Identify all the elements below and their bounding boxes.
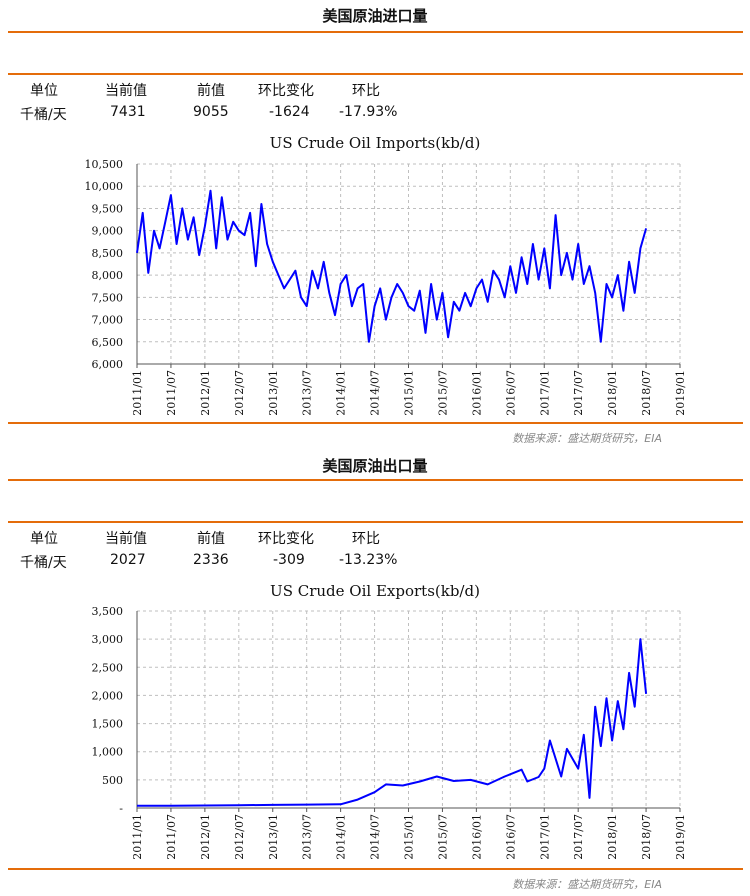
y-tick-label: 3,000 bbox=[92, 633, 124, 646]
y-tick-label: 7,500 bbox=[92, 291, 124, 304]
x-tick-label: 2014/01 bbox=[335, 370, 348, 416]
x-tick-label: 2019/01 bbox=[674, 814, 687, 860]
header-change: 环比变化 bbox=[258, 531, 314, 547]
value-previous: 9055 bbox=[193, 104, 229, 120]
header-current: 当前值 bbox=[105, 83, 147, 99]
exports-chart-title: US Crude Oil Exports(kb/d) bbox=[270, 582, 480, 600]
divider bbox=[8, 521, 743, 523]
y-tick-label: 7,000 bbox=[92, 314, 124, 327]
y-tick-label: 2,500 bbox=[92, 661, 124, 674]
y-tick-label: 10,500 bbox=[85, 158, 124, 171]
x-tick-label: 2013/07 bbox=[301, 814, 314, 860]
imports-source-note: 数据来源：盛达期货研究，EIA bbox=[512, 432, 662, 445]
y-tick-label: 9,500 bbox=[92, 202, 124, 215]
value-change: -1624 bbox=[269, 104, 310, 120]
y-tick-label: 8,000 bbox=[92, 269, 124, 282]
value-change: -309 bbox=[273, 552, 305, 568]
exports-source-note: 数据来源：盛达期货研究，EIA bbox=[512, 878, 662, 891]
exports-stat-header-row: 单位 当前值 前值 环比变化 环比 bbox=[0, 528, 750, 548]
series-line bbox=[136, 189, 648, 343]
header-unit: 单位 bbox=[30, 83, 58, 99]
x-tick-label: 2018/01 bbox=[606, 370, 619, 416]
imports-chart-title: US Crude Oil Imports(kb/d) bbox=[269, 134, 481, 152]
header-change-pct: 环比 bbox=[352, 83, 380, 99]
y-tick-label: 1,500 bbox=[92, 718, 124, 731]
y-tick-label: 2,000 bbox=[92, 689, 124, 702]
header-unit: 单位 bbox=[30, 531, 58, 547]
x-tick-label: 2012/07 bbox=[233, 370, 246, 416]
x-tick-label: 2014/07 bbox=[369, 370, 382, 416]
imports-stat-header-row: 单位 当前值 前值 环比变化 环比 bbox=[0, 80, 750, 100]
imports-section-title: 美国原油进口量 bbox=[322, 7, 428, 25]
x-tick-label: 2014/01 bbox=[335, 814, 348, 860]
divider bbox=[8, 479, 743, 481]
x-tick-label: 2016/07 bbox=[504, 814, 517, 860]
x-tick-label: 2019/01 bbox=[674, 370, 687, 416]
series-line bbox=[137, 638, 648, 807]
y-tick-label: 3,500 bbox=[92, 605, 124, 618]
x-tick-label: 2011/01 bbox=[131, 370, 144, 416]
x-tick-label: 2016/01 bbox=[470, 814, 483, 860]
x-tick-label: 2014/07 bbox=[369, 814, 382, 860]
x-tick-label: 2011/01 bbox=[131, 814, 144, 860]
value-previous: 2336 bbox=[193, 552, 229, 568]
value-change-pct: -17.93% bbox=[339, 104, 398, 120]
divider bbox=[8, 422, 743, 424]
y-tick-label: 1,000 bbox=[92, 746, 124, 759]
x-tick-label: 2015/07 bbox=[436, 814, 449, 860]
header-change: 环比变化 bbox=[258, 83, 314, 99]
x-tick-label: 2013/01 bbox=[267, 814, 280, 860]
exports-stat-value-row: 千桶/天 2027 2336 -309 -13.23% bbox=[0, 552, 750, 572]
header-current: 当前值 bbox=[105, 531, 147, 547]
value-current: 7431 bbox=[110, 104, 146, 120]
y-tick-label: 10,000 bbox=[85, 180, 124, 193]
imports-chart: 6,000 6,500 7,000 7,500 8,000 8,500 9,000 9,500… bbox=[85, 158, 688, 416]
x-tick-label: 2017/07 bbox=[572, 370, 585, 416]
imports-stat-value-row: 千桶/天 7431 9055 -1624 -17.93% bbox=[0, 104, 750, 124]
y-tick-label: 6,500 bbox=[92, 336, 124, 349]
value-unit: 千桶/天 bbox=[20, 107, 67, 123]
divider bbox=[8, 868, 743, 870]
x-tick-label: 2013/07 bbox=[301, 370, 314, 416]
x-tick-label: 2017/01 bbox=[538, 814, 551, 860]
y-tick-label: 9,000 bbox=[92, 225, 124, 238]
x-tick-label: 2013/01 bbox=[267, 370, 280, 416]
x-tick-label: 2018/07 bbox=[640, 370, 653, 416]
x-tick-label: 2018/01 bbox=[606, 814, 619, 860]
x-tick-label: 2011/07 bbox=[165, 814, 178, 860]
divider bbox=[8, 73, 743, 75]
x-tick-label: 2015/07 bbox=[436, 370, 449, 416]
x-tick-label: 2011/07 bbox=[165, 370, 178, 416]
x-tick-label: 2015/01 bbox=[403, 814, 416, 860]
divider bbox=[8, 31, 743, 33]
x-tick-label: 2012/07 bbox=[233, 814, 246, 860]
header-change-pct: 环比 bbox=[352, 531, 380, 547]
x-tick-label: 2017/07 bbox=[572, 814, 585, 860]
y-tick-label: 500 bbox=[102, 774, 123, 787]
x-tick-label: 2018/07 bbox=[640, 814, 653, 860]
y-tick-label: 6,000 bbox=[92, 358, 124, 371]
value-change-pct: -13.23% bbox=[339, 552, 398, 568]
y-tick-label: - bbox=[119, 802, 123, 815]
x-tick-label: 2016/01 bbox=[470, 370, 483, 416]
header-previous: 前值 bbox=[197, 531, 225, 547]
x-tick-label: 2012/01 bbox=[199, 370, 212, 416]
value-current: 2027 bbox=[110, 552, 146, 568]
header-previous: 前值 bbox=[197, 83, 225, 99]
value-unit: 千桶/天 bbox=[20, 555, 67, 571]
x-tick-label: 2017/01 bbox=[538, 370, 551, 416]
y-tick-label: 8,500 bbox=[92, 247, 124, 260]
x-tick-label: 2012/01 bbox=[199, 814, 212, 860]
exports-section-title: 美国原油出口量 bbox=[322, 457, 428, 475]
exports-chart: - 500 1,000 1,500 2,000 2,500 3,000 3,500 2011/0… bbox=[92, 605, 688, 860]
x-tick-label: 2015/01 bbox=[403, 370, 416, 416]
x-tick-label: 2016/07 bbox=[504, 370, 517, 416]
